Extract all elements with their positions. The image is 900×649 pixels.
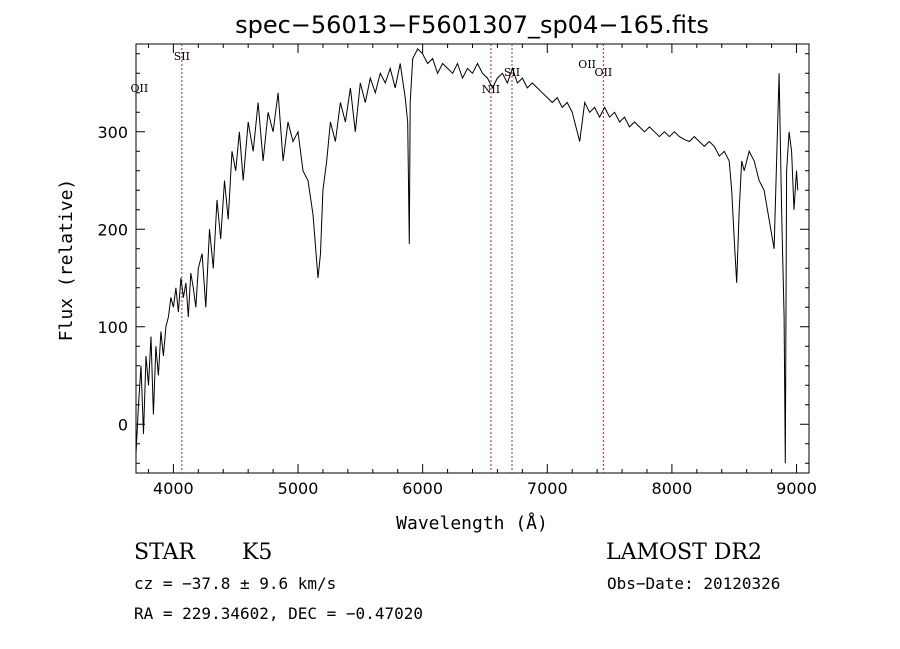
plot-frame — [135, 43, 810, 474]
x-tick-label: 5000 — [278, 479, 319, 498]
line-marker-label: NII — [482, 83, 500, 96]
y-tick-label: 100 — [97, 318, 128, 337]
x-tick-label: 9000 — [776, 479, 817, 498]
object-subclass: K5 — [242, 540, 272, 565]
x-tick-label: 7000 — [527, 479, 568, 498]
line-marker-label: OII — [131, 82, 149, 95]
y-tick-label: 0 — [118, 415, 128, 434]
y-axis-ticks: 0 100 200 300 — [97, 53, 809, 464]
chart-title: spec−56013−F5601307_sp04−165.fits — [235, 11, 709, 39]
y-tick-label: 300 — [97, 123, 128, 142]
object-type: STAR — [134, 540, 196, 565]
line-marker-label: OII — [595, 66, 613, 79]
coordinates: RA = 229.34602, DEC = −0.47020 — [134, 604, 423, 623]
x-tick-label: 4000 — [153, 479, 194, 498]
survey-name: LAMOST DR2 — [606, 540, 762, 565]
y-tick-label: 200 — [97, 220, 128, 239]
line-marker-label: OII — [578, 58, 596, 71]
x-tick-label: 6000 — [402, 479, 443, 498]
line-marker-label: SII — [504, 66, 520, 79]
x-axis-label: Wavelength (Å) — [396, 512, 548, 534]
y-axis-label: Flux (relative) — [56, 179, 77, 342]
x-tick-label: 8000 — [652, 479, 693, 498]
obs-date: Obs−Date: 20120326 — [607, 574, 780, 593]
spectrum-line — [135, 48, 799, 464]
line-marker-label: SII — [174, 50, 190, 63]
redshift-cz: cz = −37.8 ± 9.6 km/s — [134, 574, 336, 593]
x-axis-ticks: 4000 5000 6000 7000 8000 9000 — [147, 44, 817, 498]
